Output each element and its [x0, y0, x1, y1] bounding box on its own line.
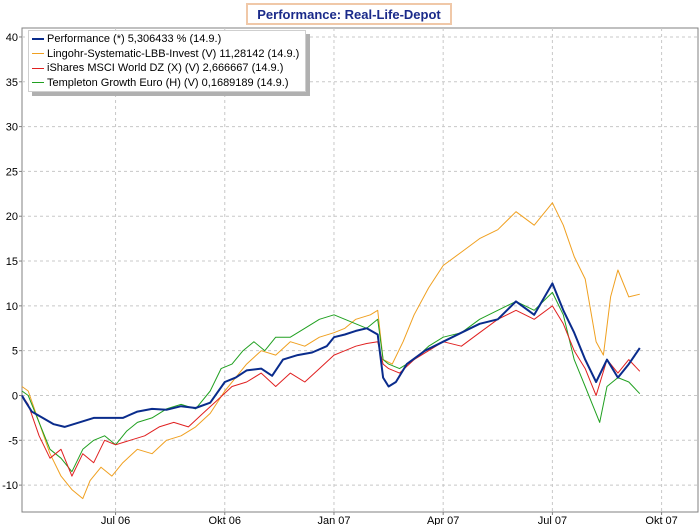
- series-line-0: [21, 282, 641, 428]
- legend-swatch-lingohr: [32, 53, 44, 55]
- legend-swatch-performance: [32, 38, 44, 41]
- legend-label-ishares: iShares MSCI World DZ (X) (V) 2,666667 (…: [47, 62, 284, 75]
- series-line-3: [21, 291, 641, 473]
- x-tick-label: Okt 06: [209, 515, 241, 525]
- y-tick-label: 25: [6, 166, 18, 178]
- y-tick-label: -10: [2, 480, 18, 492]
- x-tick-label: Jul 06: [101, 515, 130, 525]
- legend-swatch-templeton: [32, 82, 44, 84]
- x-tick-label: Apr 07: [427, 515, 459, 525]
- x-tick-label: Jan 07: [317, 515, 350, 525]
- y-tick-label: 35: [6, 77, 18, 89]
- gridlines: [22, 28, 698, 512]
- legend-item-performance: Performance (*) 5,306433 % (14.9.): [32, 32, 299, 47]
- plot-area: [21, 27, 699, 513]
- y-tick-label: -5: [8, 435, 18, 447]
- legend-label-lingohr: Lingohr-Systematic-LBB-Invest (V) 11,281…: [47, 47, 300, 60]
- series-lines: [21, 202, 641, 500]
- y-tick-label: 20: [6, 211, 18, 223]
- y-tick-label: 40: [6, 32, 18, 44]
- y-tick-label: 0: [12, 390, 18, 402]
- chart-title: Performance: Real-Life-Depot: [246, 3, 452, 25]
- y-tick-label: 15: [6, 256, 18, 268]
- legend-label-performance: Performance (*) 5,306433 % (14.9.): [47, 33, 222, 46]
- legend-item-ishares: iShares MSCI World DZ (X) (V) 2,666667 (…: [32, 61, 299, 76]
- legend-label-templeton: Templeton Growth Euro (H) (V) 0,1689189 …: [47, 76, 289, 89]
- x-axis-ticks: Jul 06 Okt 06 Jan 07 Apr 07 Jul 07 Okt 07: [101, 512, 678, 525]
- y-axis-ticks: -10 -5 0 5 10 15 20 25 30 35 40: [2, 32, 22, 492]
- series-line-2: [21, 305, 641, 477]
- x-tick-label: Jul 07: [538, 515, 567, 525]
- x-tick-label: Okt 07: [645, 515, 677, 525]
- y-tick-label: 10: [6, 301, 18, 313]
- y-tick-label: 5: [12, 346, 18, 358]
- legend-item-lingohr: Lingohr-Systematic-LBB-Invest (V) 11,281…: [32, 47, 299, 62]
- series-line-1: [21, 202, 640, 500]
- legend-item-templeton: Templeton Growth Euro (H) (V) 0,1689189 …: [32, 76, 299, 91]
- y-tick-label: 30: [6, 122, 18, 134]
- legend: Performance (*) 5,306433 % (14.9.) Lingo…: [28, 30, 307, 92]
- legend-swatch-ishares: [32, 67, 44, 69]
